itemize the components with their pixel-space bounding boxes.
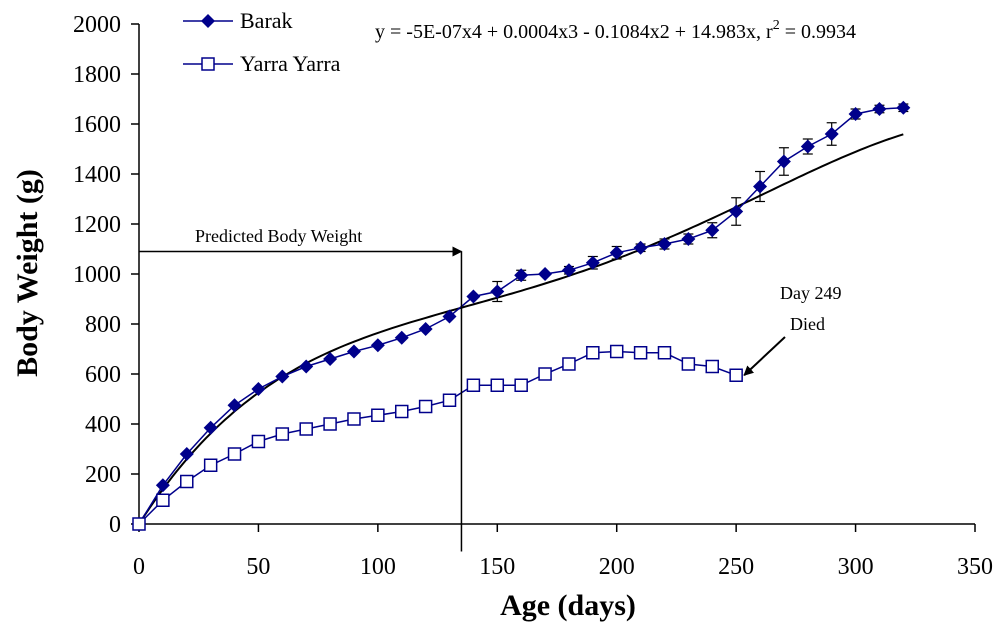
point-barak	[729, 204, 744, 219]
point-yarra	[156, 493, 170, 507]
y-tick-label: 800	[85, 312, 121, 338]
x-tick-label: 200	[599, 554, 635, 580]
point-barak	[609, 245, 624, 260]
point-barak	[490, 284, 505, 299]
point-yarra	[275, 427, 290, 441]
y-tick-label: 1600	[73, 112, 121, 138]
point-yarra	[394, 404, 409, 419]
legend-label-barak: Barak	[240, 8, 293, 33]
death-arrow	[743, 336, 786, 376]
point-yarra	[466, 378, 481, 392]
point-yarra	[251, 434, 266, 449]
y-tick-label: 1000	[73, 262, 121, 288]
point-yarra	[681, 357, 696, 371]
point-barak	[776, 154, 791, 169]
y-tick-label: 600	[85, 362, 121, 388]
point-barak	[657, 237, 672, 251]
point-barak	[538, 267, 553, 281]
y-tick-label: 1200	[73, 212, 121, 238]
y-axis-title: Body Weight (g)	[11, 169, 44, 377]
point-barak	[514, 268, 529, 283]
point-yarra	[586, 346, 600, 360]
point-barak	[824, 127, 839, 141]
point-yarra	[490, 378, 505, 392]
point-barak	[681, 232, 696, 246]
point-barak	[203, 420, 218, 435]
series-line-barak	[138, 107, 904, 525]
legend-label-yarra: Yarra Yarra	[240, 51, 341, 76]
point-yarra	[633, 346, 648, 360]
point-barak	[299, 359, 314, 374]
point-yarra	[227, 447, 242, 461]
point-barak	[442, 309, 457, 324]
series-group	[132, 100, 911, 531]
annotations	[139, 246, 786, 552]
x-tick-label: 350	[957, 554, 993, 580]
x-tick-label: 150	[479, 554, 515, 580]
death-day-label: Day 249	[780, 283, 842, 303]
point-yarra	[418, 399, 433, 414]
death-text-label: Died	[790, 314, 825, 334]
point-yarra	[442, 393, 457, 407]
point-yarra	[729, 368, 743, 382]
point-barak	[179, 447, 194, 461]
point-yarra	[657, 346, 672, 360]
point-barak	[848, 107, 863, 121]
trendline-equation: y = -5E-07x4 + 0.0004x3 - 0.1084x2 + 14.…	[375, 18, 856, 43]
point-barak	[275, 369, 290, 384]
series-line-yarra	[138, 350, 737, 525]
axes	[138, 24, 975, 525]
legend-marker-yarra	[201, 57, 215, 71]
point-barak	[466, 289, 481, 304]
x-tick-label: 0	[133, 554, 145, 580]
point-barak	[394, 330, 409, 345]
point-barak	[633, 240, 648, 255]
point-yarra	[180, 474, 194, 489]
point-barak	[155, 478, 170, 493]
point-yarra	[514, 378, 528, 392]
point-barak	[370, 338, 385, 353]
point-barak	[896, 100, 911, 115]
point-yarra	[347, 412, 361, 426]
point-yarra	[323, 417, 337, 431]
point-yarra	[562, 357, 576, 371]
point-barak	[227, 398, 242, 413]
point-barak	[800, 139, 815, 154]
point-yarra	[705, 359, 720, 374]
y-tick-label: 0	[109, 512, 121, 538]
point-barak	[753, 179, 768, 194]
point-yarra	[299, 422, 313, 436]
point-barak	[705, 223, 720, 238]
ticks: 0 200 400 600 800 1000 1200 1400 1600 1800 2000 0 50…	[73, 12, 993, 580]
point-barak	[323, 352, 338, 366]
y-tick-label: 1800	[73, 62, 121, 88]
predicted-label: Predicted Body Weight	[195, 226, 362, 246]
point-barak	[251, 382, 266, 396]
x-tick-label: 100	[360, 554, 396, 580]
point-yarra	[538, 367, 552, 381]
point-yarra	[609, 344, 624, 359]
point-barak	[418, 322, 433, 336]
legend: Barak Yarra Yarra	[183, 8, 341, 76]
point-barak	[346, 344, 361, 359]
trendline	[138, 133, 904, 525]
y-tick-label: 2000	[73, 12, 121, 38]
x-tick-label: 300	[838, 554, 874, 580]
y-tick-label: 400	[85, 412, 121, 438]
point-barak	[872, 102, 887, 116]
trendline-group	[138, 133, 904, 525]
point-yarra	[203, 458, 218, 472]
x-tick-label: 250	[718, 554, 754, 580]
legend-marker-barak	[201, 14, 215, 28]
point-barak	[585, 255, 600, 270]
y-tick-label: 1400	[73, 162, 121, 188]
y-tick-label: 200	[85, 462, 121, 488]
point-barak	[561, 263, 576, 278]
x-axis-title: Age (days)	[500, 589, 636, 622]
x-tick-label: 50	[246, 554, 270, 580]
point-yarra	[371, 408, 385, 422]
point-yarra	[132, 517, 146, 531]
